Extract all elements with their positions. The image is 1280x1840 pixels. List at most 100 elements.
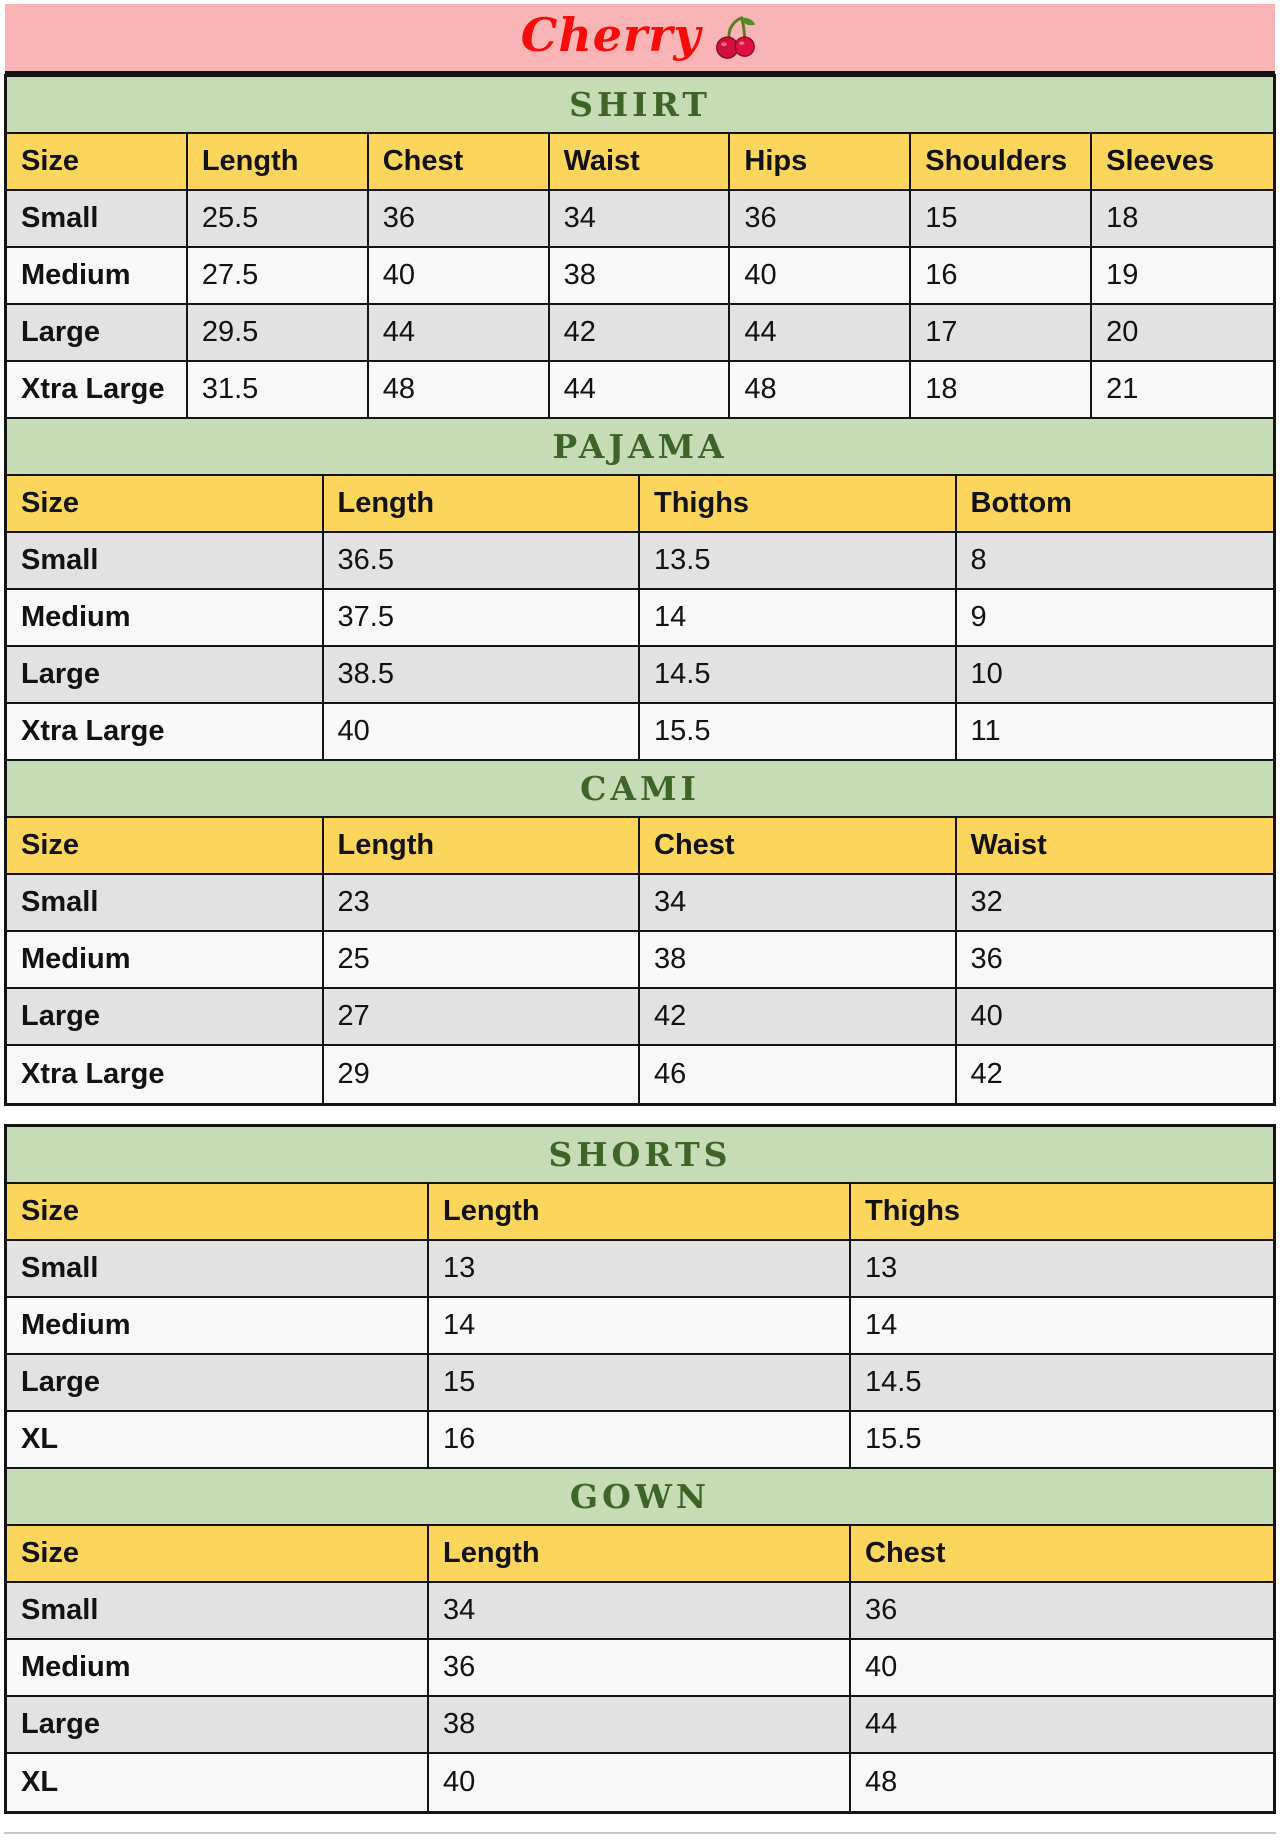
cami-size-cell: Xtra Large [7, 1046, 324, 1103]
pajama-value-cell: 14.5 [640, 647, 957, 702]
cami-column-header: Chest [640, 818, 957, 873]
pajama-value-cell: 15.5 [640, 704, 957, 759]
shorts-size-cell: Medium [7, 1298, 429, 1353]
gown-size-cell: Large [7, 1697, 429, 1752]
gown-value-cell: 36 [429, 1640, 851, 1695]
pajama-table-row: Xtra Large 40 15.5 11 [7, 704, 1273, 761]
gown-value-cell: 44 [865, 1708, 898, 1740]
size-tables: SHIRT Size Length Chest Waist Hips Shoulders Sl… [0, 74, 1280, 1814]
shirt-header-row: Size Length Chest Waist Hips Shoulders Sleeves [7, 134, 1273, 191]
shirt-value-cell: 19 [1106, 259, 1139, 291]
cami-value-cell: 42 [640, 989, 957, 1044]
pajama-value-cell: 14 [640, 590, 957, 645]
shirt-value-cell: 38 [550, 248, 731, 303]
shorts-value-cell: 14 [865, 1309, 898, 1341]
shirt-value-cell: 27.5 [188, 248, 369, 303]
shirt-value-cell: 42 [550, 305, 731, 360]
shirt-value-cell: 48 [730, 362, 912, 417]
shirt-size-cell: Xtra Large [7, 362, 188, 417]
section-title-gown: GOWN [569, 1477, 711, 1516]
shirt-value-cell: 18 [911, 362, 1093, 417]
pajama-size-cell: Xtra Large [7, 704, 324, 759]
pajama-size-cell: Small [7, 533, 324, 588]
pajama-value-cell: 11 [970, 715, 1001, 747]
shorts-size-cell: Small [7, 1241, 429, 1296]
pajama-column-header: Size [7, 476, 324, 531]
shirt-column-header: Chest [369, 134, 550, 189]
pajama-table-row: Medium 37.5 14 9 [7, 590, 1273, 647]
gown-value-cell: 40 [865, 1651, 898, 1683]
cami-value-cell: 36 [970, 943, 1003, 975]
cami-value-cell: 27 [324, 989, 640, 1044]
shirt-table-row: Xtra Large 31.5 48 44 48 18 21 [7, 362, 1273, 419]
pajama-value-cell: 36.5 [324, 533, 640, 588]
shirt-value-cell: 17 [911, 305, 1093, 360]
cami-value-cell: 40 [970, 1000, 1003, 1032]
shorts-size-cell: Large [7, 1355, 429, 1410]
gown-column-header: Size [7, 1526, 429, 1581]
shorts-value-cell: 15.5 [865, 1423, 922, 1455]
cami-value-cell: 32 [970, 886, 1003, 918]
shirt-value-cell: 21 [1106, 373, 1139, 405]
gown-value-cell: 34 [429, 1583, 851, 1638]
cherry-icon [716, 15, 756, 59]
shorts-value-cell: 13 [429, 1241, 851, 1296]
gown-header-row: Size Length Chest [7, 1526, 1273, 1583]
section-band-shorts: SHORTS [7, 1127, 1273, 1184]
section-band-shirt: SHIRT [7, 77, 1273, 134]
cami-size-cell: Medium [7, 932, 324, 987]
shorts-value-cell: 15 [429, 1355, 851, 1410]
gown-value-cell: 40 [429, 1754, 851, 1811]
section-band-cami: CAMI [7, 761, 1273, 818]
gown-column-header: Length [429, 1526, 851, 1581]
pajama-header-row: Size Length Thighs Bottom [7, 476, 1273, 533]
cami-value-cell: 23 [324, 875, 640, 930]
pajama-column-header: Thighs [640, 476, 957, 531]
table-block-1: SHIRT Size Length Chest Waist Hips Shoulders Sl… [4, 74, 1276, 1106]
shirt-value-cell: 31.5 [188, 362, 369, 417]
pajama-size-cell: Medium [7, 590, 324, 645]
gown-value-cell: 36 [865, 1594, 898, 1626]
shirt-value-cell: 34 [550, 191, 731, 246]
gown-table-row: Small 34 36 [7, 1583, 1273, 1640]
cami-size-cell: Large [7, 989, 324, 1044]
gown-value-cell: 38 [429, 1697, 851, 1752]
gown-size-cell: Small [7, 1583, 429, 1638]
shorts-table-row: XL 16 15.5 [7, 1412, 1273, 1469]
shorts-value-cell: 16 [429, 1412, 851, 1467]
cami-value-cell: 25 [324, 932, 640, 987]
shirt-size-cell: Large [7, 305, 188, 360]
section-title-pajama: PAJAMA [552, 427, 728, 466]
table-block-2: SHORTS Size Length Thighs Small 13 13 Medium 14 1… [4, 1124, 1276, 1814]
pajama-value-cell: 8 [970, 544, 987, 576]
shirt-value-cell: 29.5 [188, 305, 369, 360]
shirt-value-cell: 18 [1106, 202, 1139, 234]
cami-table-row: Small 23 34 32 [7, 875, 1273, 932]
shirt-column-header: Size [7, 134, 188, 189]
bottom-rule [4, 1832, 1276, 1834]
section-title-cami: CAMI [580, 769, 700, 808]
shirt-column-header: Length [188, 134, 369, 189]
gown-table-row: Medium 36 40 [7, 1640, 1273, 1697]
shirt-value-cell: 44 [550, 362, 731, 417]
shirt-column-header: Shoulders [911, 134, 1093, 189]
pajama-value-cell: 37.5 [324, 590, 640, 645]
shorts-column-header: Length [429, 1184, 851, 1239]
shorts-value-cell: 14.5 [865, 1366, 922, 1398]
gown-table-row: Large 38 44 [7, 1697, 1273, 1754]
shirt-value-cell: 44 [730, 305, 912, 360]
pajama-column-header: Bottom [970, 487, 1072, 519]
shirt-size-cell: Medium [7, 248, 188, 303]
shorts-header-row: Size Length Thighs [7, 1184, 1273, 1241]
shirt-value-cell: 36 [369, 191, 550, 246]
shirt-size-cell: Small [7, 191, 188, 246]
shirt-value-cell: 20 [1106, 316, 1139, 348]
section-title-shorts: SHORTS [548, 1135, 732, 1174]
pajama-size-cell: Large [7, 647, 324, 702]
gown-value-cell: 48 [865, 1766, 898, 1798]
shirt-table-row: Large 29.5 44 42 44 17 20 [7, 305, 1273, 362]
shirt-value-cell: 15 [911, 191, 1093, 246]
shirt-table-row: Medium 27.5 40 38 40 16 19 [7, 248, 1273, 305]
shorts-column-header: Thighs [865, 1195, 961, 1227]
shorts-column-header: Size [7, 1184, 429, 1239]
